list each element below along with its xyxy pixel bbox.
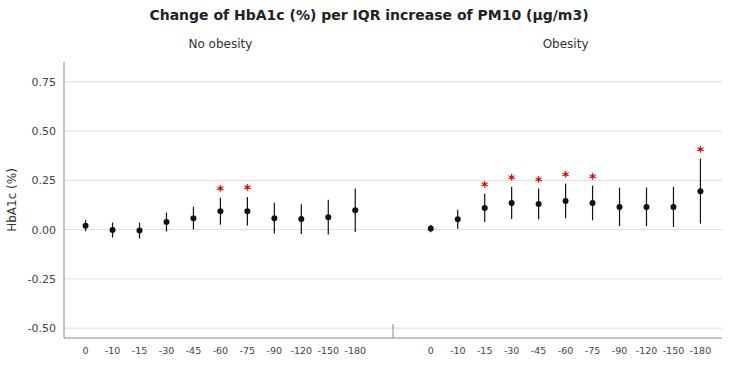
point (325, 214, 331, 220)
point (455, 216, 461, 222)
point (670, 204, 676, 210)
x-tick-label: -120 (636, 345, 658, 356)
x-tick-label: -150 (317, 345, 339, 356)
point (244, 208, 250, 214)
significance-mark: * (697, 143, 705, 159)
point (190, 215, 196, 221)
x-tick-label: -75 (240, 345, 256, 356)
point (482, 205, 488, 211)
marks (83, 159, 704, 239)
y-tick-label: 0.75 (32, 76, 57, 89)
x-tick-label: -15 (477, 345, 493, 356)
significance-mark: * (589, 170, 597, 186)
x-tick-label: 0 (428, 345, 434, 356)
title: Change of HbA1c (%) per IQR increase of … (149, 7, 588, 23)
group-label: Obesity (543, 37, 589, 51)
point (137, 228, 143, 234)
group-label: No obesity (188, 37, 252, 51)
x-tick-label: -30 (159, 345, 175, 356)
point (110, 227, 116, 233)
point (509, 200, 515, 206)
point (617, 204, 623, 210)
x-tick-label: 0 (83, 345, 89, 356)
x-tick-label: -90 (267, 345, 283, 356)
grid-line (64, 229, 722, 230)
annotations: * * * * * * * * (217, 143, 705, 198)
x-tick-label: -180 (344, 345, 366, 356)
point (428, 226, 434, 232)
x-tick-label: -10 (450, 345, 466, 356)
x-tick-label: -150 (663, 345, 685, 356)
y-tick-label: 0.50 (32, 125, 57, 138)
x-tick-label: -90 (612, 345, 628, 356)
point (643, 204, 649, 210)
point (217, 208, 223, 214)
point (163, 219, 169, 225)
x-tick-label: -10 (105, 345, 121, 356)
x-tick-label: -45 (531, 345, 547, 356)
significance-mark: * (562, 168, 570, 184)
y-axis-line (64, 62, 65, 338)
grid-line (64, 131, 722, 132)
point (298, 216, 304, 222)
point (697, 188, 703, 194)
point (563, 198, 569, 204)
y-tick-label: 0.25 (32, 174, 57, 187)
significance-mark: * (535, 173, 543, 189)
x-tick-label: -60 (558, 345, 574, 356)
x-tick-label: -60 (213, 345, 229, 356)
significance-mark: * (508, 171, 516, 187)
x-tick-label: -30 (504, 345, 520, 356)
significance-mark: * (481, 178, 489, 194)
x-tick-label: -180 (690, 345, 712, 356)
y-tick-label: -0.50 (28, 322, 56, 335)
x-tick-label: -75 (585, 345, 601, 356)
significance-mark: * (244, 181, 252, 197)
significance-mark: * (217, 182, 225, 198)
x-tick-label: -15 (132, 345, 148, 356)
y-tick-label: -0.25 (28, 273, 56, 286)
group-divider (393, 324, 394, 338)
chart: Change of HbA1c (%) per IQR increase of … (0, 0, 738, 374)
point (352, 207, 358, 213)
point (83, 223, 89, 229)
y-tick-label: 0.00 (32, 224, 57, 237)
point (536, 201, 542, 207)
grid-line (64, 81, 722, 82)
y-axis-label: HbA1c (%) (5, 168, 19, 232)
grid-line (64, 180, 722, 181)
grid-line (64, 278, 722, 279)
grid (64, 82, 722, 328)
x-tick-label: -120 (291, 345, 313, 356)
x-tick-label: -45 (186, 345, 202, 356)
point (271, 215, 277, 221)
point (590, 200, 596, 206)
